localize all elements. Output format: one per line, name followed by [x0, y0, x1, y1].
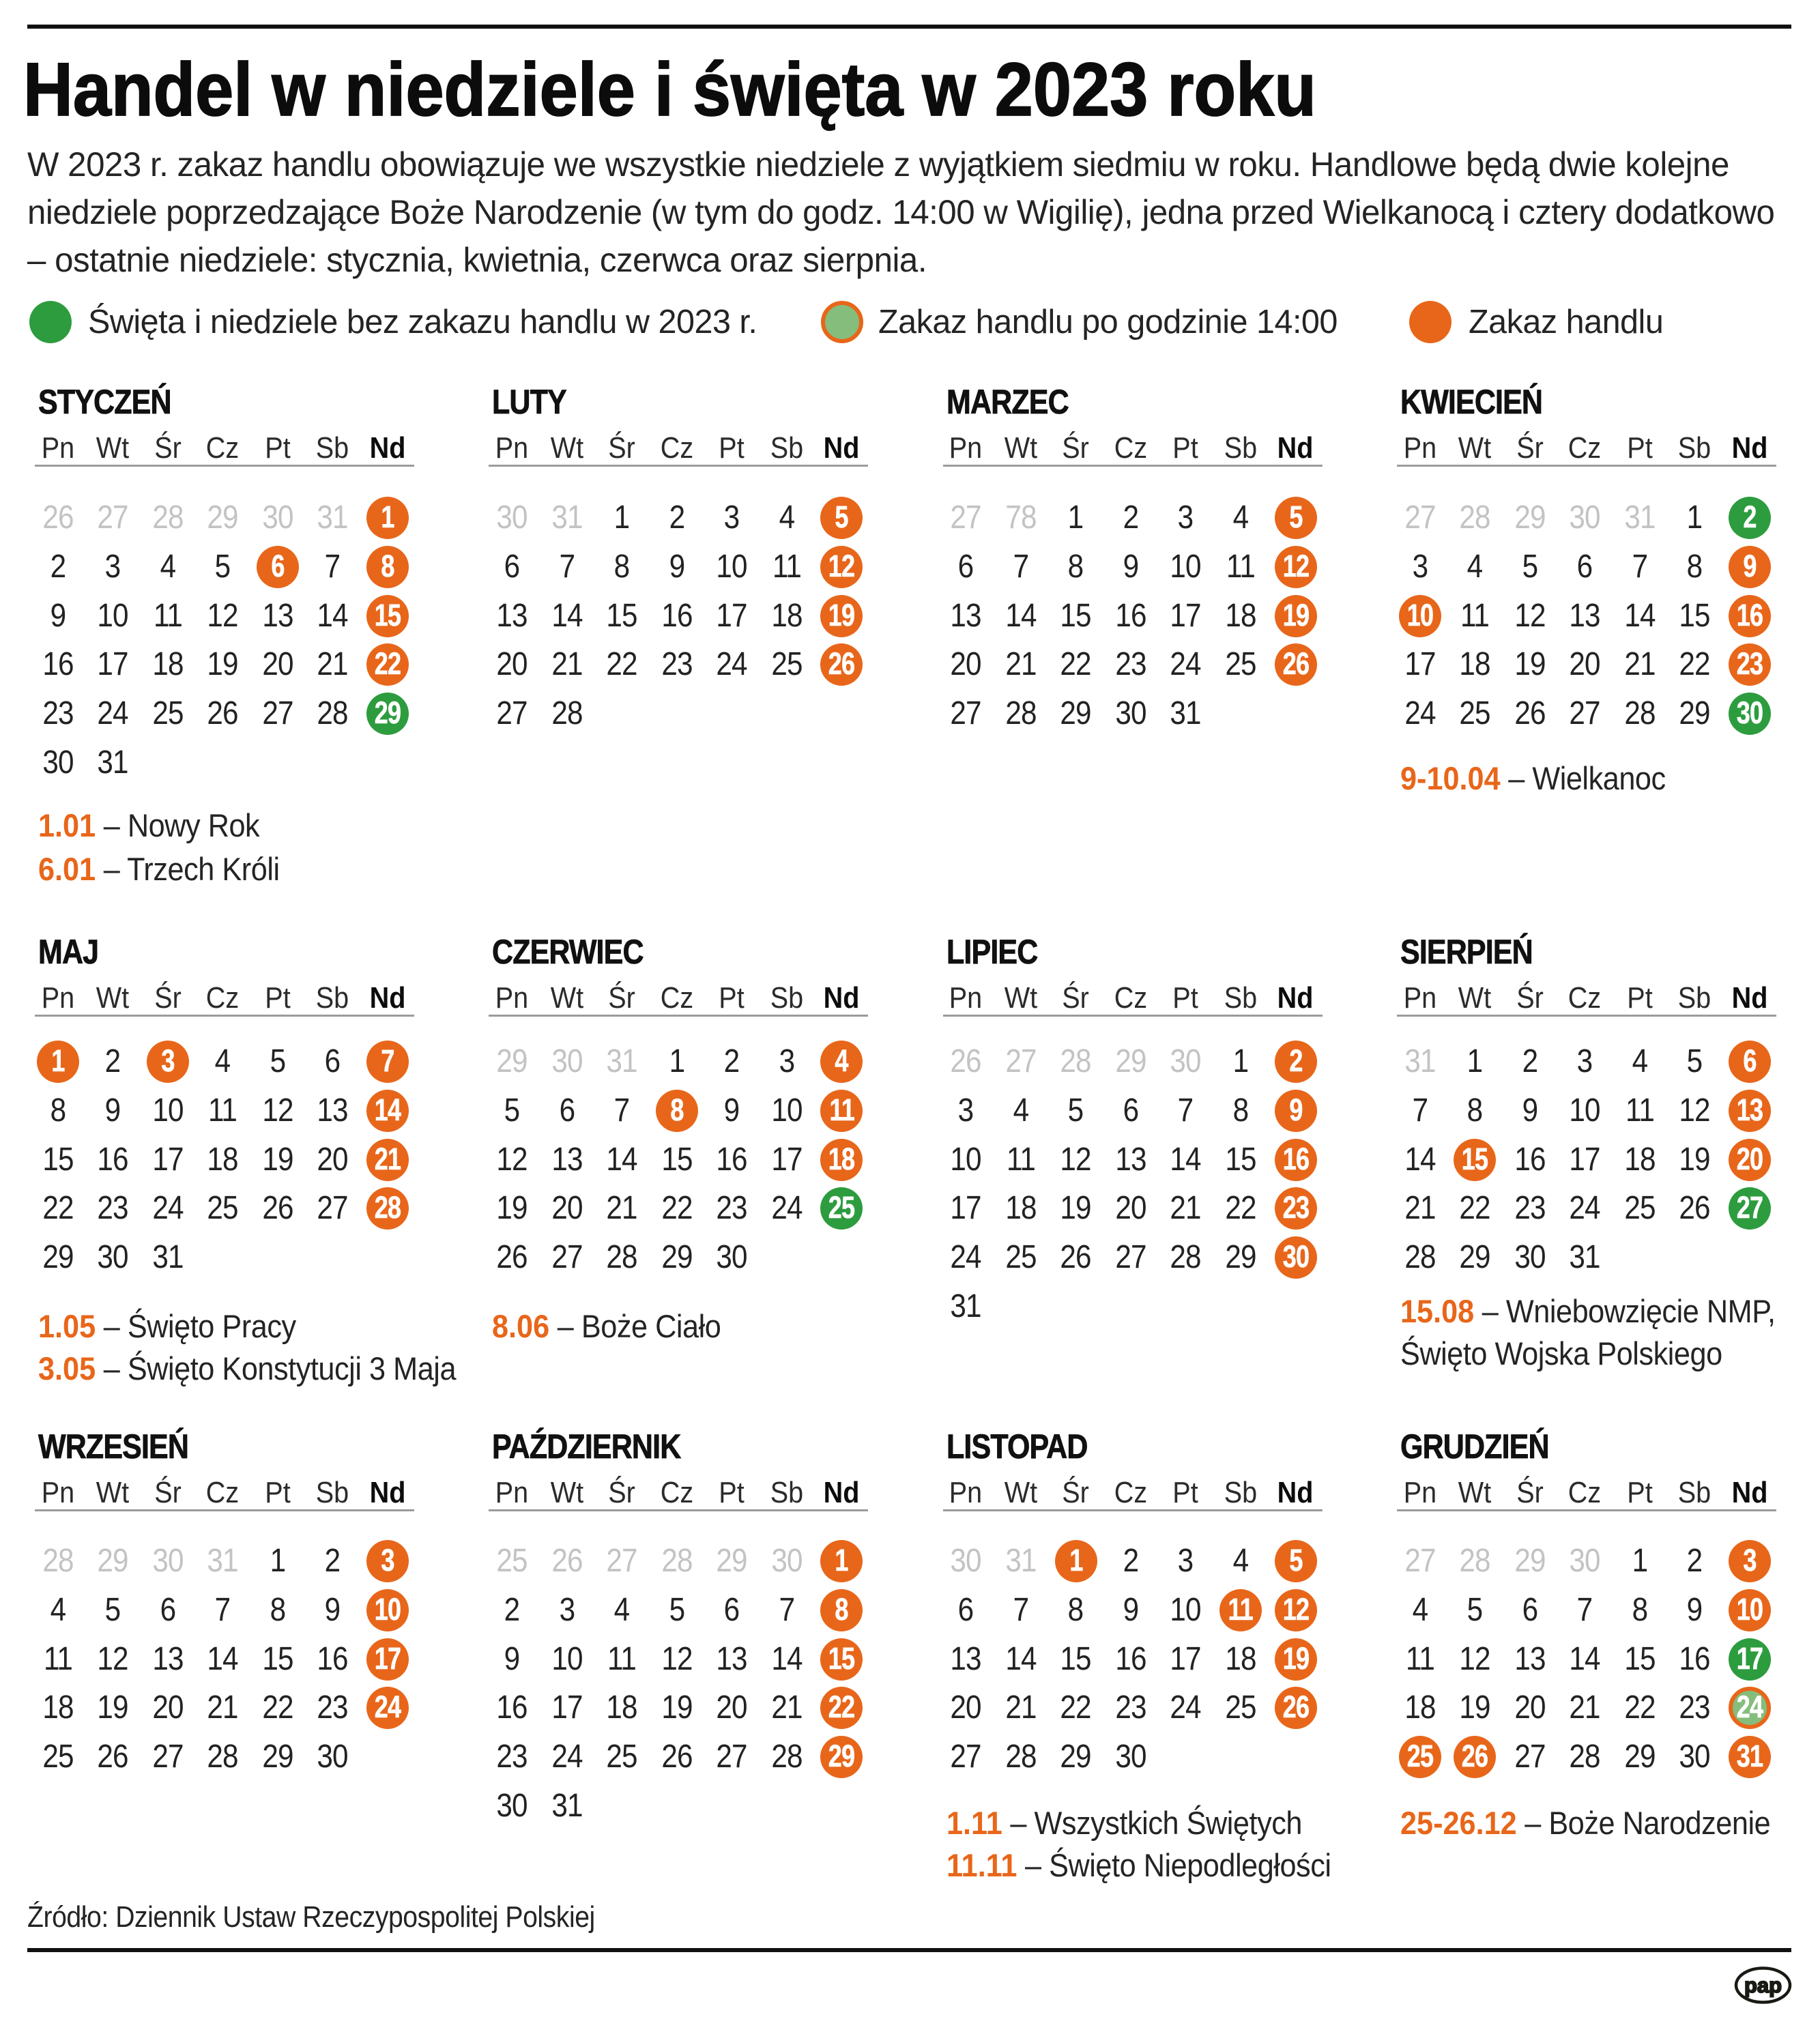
svg-text:pap: pap: [1744, 1973, 1782, 1997]
